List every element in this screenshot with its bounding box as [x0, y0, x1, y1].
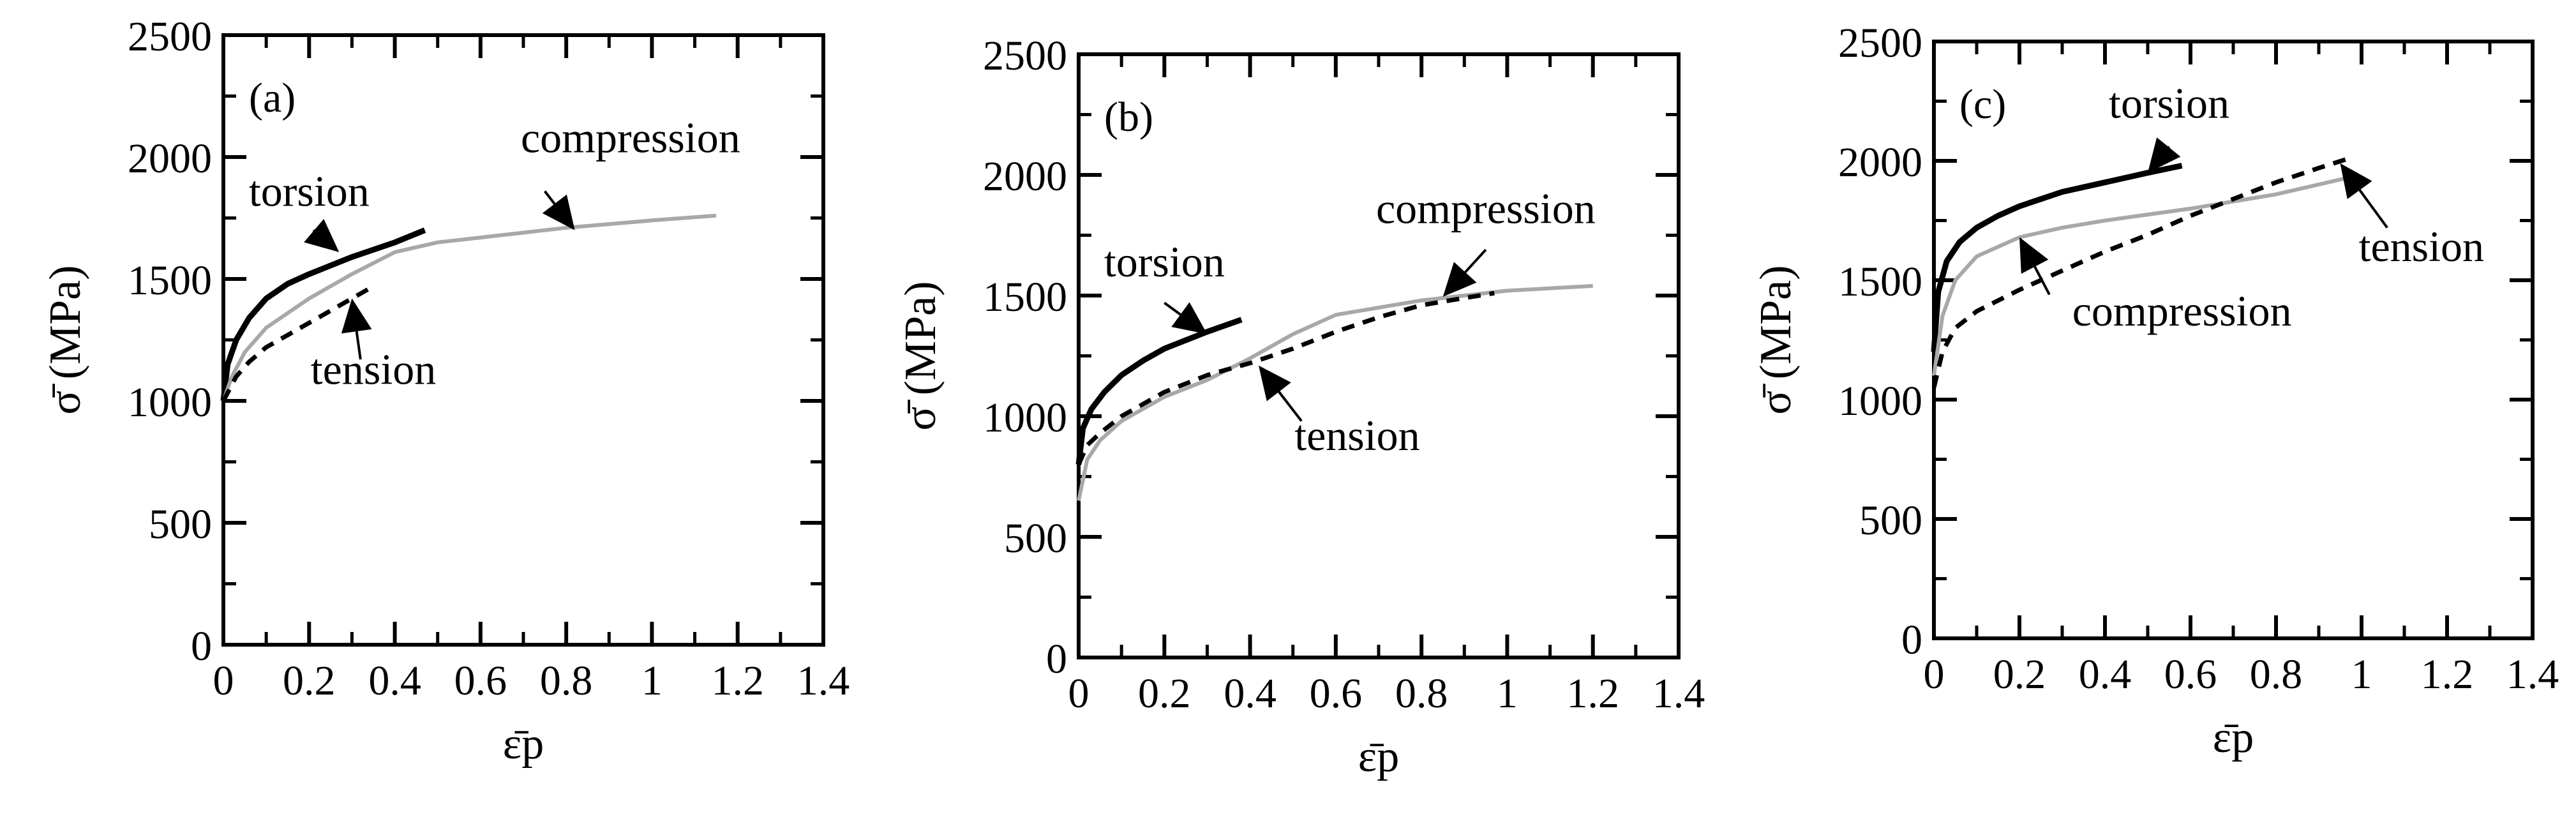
annotation-torsion: torsion [1104, 237, 1225, 286]
annotation-tension: tension [311, 345, 436, 393]
x-tick-label: 0.4 [1224, 670, 1277, 717]
x-tick-label: 0.2 [283, 657, 336, 704]
annotation-tension: tension [1294, 411, 1419, 460]
y-tick-label: 1500 [128, 257, 212, 304]
annotation-torsion: torsion [2109, 79, 2229, 128]
annotation-arrow-head [341, 298, 372, 334]
x-tick-label: 0 [1068, 670, 1090, 717]
annotation-compression: compression [2072, 287, 2292, 335]
annotation-tension: tension [2359, 222, 2484, 271]
annotation-arrow-shaft [2358, 189, 2388, 229]
y-tick-label: 2500 [128, 13, 212, 60]
annotation-arrow-shaft [1464, 248, 1487, 273]
annotation-compression: compression [521, 113, 740, 162]
y-tick-label: 2000 [128, 135, 212, 182]
series-line-tension [1931, 156, 2349, 389]
chart-panel-c: 0 0.2 0.4 0.6 0.8 1 1.2 1.4 0 500 1000 1500 2000 2500… [1751, 20, 2559, 762]
x-tick-label: 0.6 [454, 657, 507, 704]
y-tick-label: 0 [191, 623, 212, 670]
chart-panel-a: 0 0.2 0.4 0.6 0.8 1 1.2 1.4 0 500 1000 1500 2000 2500… [41, 13, 850, 769]
x-tick-label: 0 [213, 657, 234, 704]
y-tick-label: 0 [1046, 636, 1067, 682]
series-line-torsion [220, 227, 426, 402]
x-tick-label: 1 [2351, 651, 2372, 698]
x-tick-label: 1.4 [1652, 670, 1705, 717]
annotation-arrow-head [1259, 365, 1291, 402]
annotation-compression: compression [1376, 184, 1596, 233]
x-tick-label: 1 [641, 657, 663, 704]
annotation-arrow-head [2019, 237, 2049, 274]
x-tick-label: 0.8 [2250, 651, 2303, 698]
series-line-torsion [1075, 317, 1243, 465]
annotation-arrow-head [2340, 163, 2372, 199]
annotation-arrow-shaft [1164, 301, 1181, 316]
annotation-arrow-head [1171, 302, 1208, 334]
x-tick-label: 1.2 [1566, 670, 1619, 717]
x-axis-title: ε̄p [1358, 732, 1399, 781]
x-tick-label: 0.8 [1395, 670, 1448, 717]
y-tick-label: 500 [149, 501, 212, 548]
annotation-arrow-shaft [1278, 391, 1303, 422]
x-tick-label: 1.2 [2421, 651, 2474, 698]
x-tick-label: 0.6 [2164, 651, 2217, 698]
y-tick-label: 1000 [983, 394, 1067, 441]
annotation-arrow-head [1442, 262, 1477, 297]
y-tick-label: 2500 [1838, 20, 1922, 66]
series-line-torsion [1931, 163, 2183, 352]
x-tick-label: 0.4 [368, 657, 421, 704]
x-tick-label: 1.2 [711, 657, 764, 704]
y-tick-label: 1500 [983, 274, 1067, 320]
x-tick-label: 0.2 [1138, 670, 1191, 717]
x-tick-label: 0.8 [540, 657, 593, 704]
annotation-arrow-shaft [543, 190, 556, 205]
series-line-compression [1932, 176, 2349, 377]
y-axis-title: σ̄ (MPa) [896, 281, 945, 430]
x-tick-label: 0 [1924, 651, 1945, 698]
annotation-torsion: torsion [249, 167, 370, 215]
series-line-tension [1076, 290, 1495, 466]
x-tick-label: 1.4 [2506, 651, 2559, 698]
panel-label: (c) [1959, 81, 2006, 128]
y-tick-label: 0 [1901, 617, 1922, 663]
x-axis-title: ε̄p [2213, 713, 2254, 762]
y-axis-title: σ̄ (MPa) [41, 265, 90, 414]
annotation-arrow-shaft [2033, 266, 2051, 296]
x-tick-label: 0.4 [2079, 651, 2132, 698]
y-tick-label: 2000 [983, 153, 1067, 200]
annotation-arrow-head [542, 194, 575, 230]
plot-frame [1077, 52, 1681, 659]
annotation-arrow-head [2148, 137, 2181, 173]
series-line-compression [221, 213, 717, 402]
y-tick-label: 500 [1859, 497, 1922, 544]
x-tick-label: 0.2 [1993, 651, 2046, 698]
annotation-arrow-shaft [312, 229, 315, 232]
series-line-compression [1077, 283, 1593, 501]
plot-frame [1932, 40, 2535, 640]
y-tick-label: 1000 [128, 379, 212, 426]
panel-label: (a) [249, 75, 296, 121]
annotation-arrow-head [304, 218, 340, 252]
y-tick-label: 2000 [1838, 139, 1922, 186]
annotation-arrow-shaft [355, 331, 362, 360]
x-tick-label: 1 [1497, 670, 1518, 717]
panel-label: (b) [1104, 94, 1153, 140]
x-axis-title: ε̄p [503, 719, 544, 769]
x-tick-label: 0.6 [1310, 670, 1363, 717]
y-tick-label: 1500 [1838, 259, 1922, 305]
y-tick-label: 1000 [1838, 378, 1922, 425]
y-axis-title: σ̄ (MPa) [1751, 265, 1801, 414]
series-line-tension [221, 284, 375, 402]
chart-panel-b: 0 0.2 0.4 0.6 0.8 1 1.2 1.4 0 500 1000 1500 2000 2500… [896, 33, 1705, 781]
y-tick-label: 2500 [983, 33, 1067, 79]
y-tick-label: 500 [1004, 515, 1067, 562]
x-tick-label: 1.4 [797, 657, 850, 704]
